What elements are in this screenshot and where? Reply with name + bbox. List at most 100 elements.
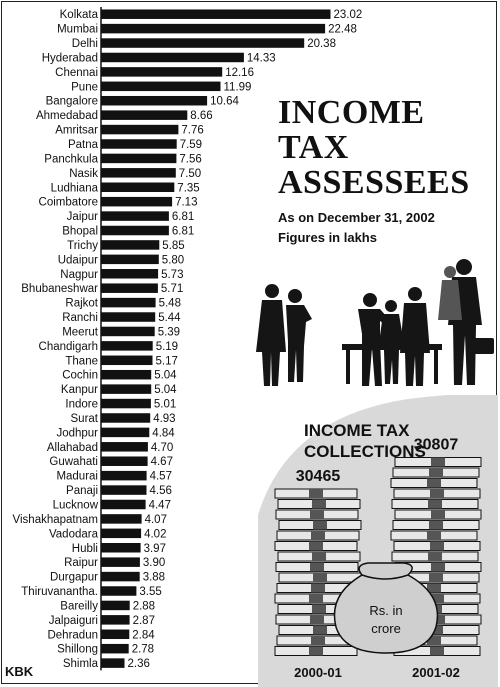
bar: [101, 413, 151, 423]
bar: [101, 297, 156, 308]
value-label: 14.33: [247, 52, 276, 64]
city-label: Bhubaneshwar: [21, 283, 98, 295]
bundle-band: [312, 499, 326, 509]
bar: [101, 384, 152, 394]
city-label: Jodhpur: [56, 427, 98, 439]
businesspeople-silhouette-illustration: [256, 259, 494, 386]
collections-panel: INCOME TAX COLLECTIONS Rs. in crore 3046…: [258, 395, 498, 687]
bundle-band: [313, 573, 327, 582]
bar: [101, 369, 152, 380]
city-label: Kolkata: [60, 9, 99, 21]
bundle-band: [430, 594, 444, 603]
bundle-band: [430, 646, 444, 656]
bar: [101, 283, 158, 293]
city-label: Raipur: [64, 557, 98, 569]
bar: [101, 153, 177, 164]
city-label: Kanpur: [61, 384, 98, 396]
bar: [101, 182, 175, 192]
city-label: Patna: [68, 139, 99, 151]
city-label: Indore: [65, 399, 98, 411]
bundle-band: [311, 636, 325, 645]
bundle-band: [309, 646, 323, 656]
value-label: 2.36: [128, 658, 150, 670]
value-label: 7.56: [179, 153, 201, 165]
value-label: 4.56: [150, 485, 172, 497]
bundle-band: [427, 583, 441, 593]
bar: [101, 485, 147, 495]
value-label: 11.99: [224, 81, 252, 93]
city-label: Bangalore: [46, 96, 98, 108]
bar: [101, 514, 142, 524]
collection-year-2000-01: 2000-01: [294, 665, 342, 680]
value-label: 22.48: [328, 24, 357, 36]
value-label: 5.17: [156, 355, 178, 367]
bundle-band: [310, 562, 324, 572]
city-label: Trichy: [67, 240, 98, 252]
bundle-band: [429, 625, 443, 635]
value-label: 7.35: [177, 182, 199, 194]
bar: [101, 52, 244, 63]
bar: [101, 269, 159, 279]
city-label: Coimbatore: [39, 197, 98, 209]
collection-value-2001-02: 30807: [414, 437, 459, 454]
value-label: 4.84: [152, 427, 175, 439]
collection-value-2000-01: 30465: [296, 468, 341, 485]
city-label: Delhi: [72, 38, 98, 50]
title-line-1: INCOME: [278, 94, 425, 131]
city-label: Nagpur: [60, 269, 98, 281]
value-label: 7.13: [175, 197, 197, 209]
bar: [101, 81, 221, 92]
bar: [101, 629, 130, 640]
city-label: Pune: [71, 81, 98, 93]
value-label: 5.04: [154, 384, 177, 396]
city-label: Jaipur: [67, 211, 98, 223]
value-label: 2.84: [132, 629, 155, 641]
value-label: 3.90: [143, 557, 165, 569]
bundle-band: [310, 615, 324, 624]
bundle-band: [428, 552, 442, 561]
bar: [101, 38, 305, 48]
value-label: 5.85: [162, 240, 184, 252]
city-label: Ahmedabad: [36, 110, 98, 122]
title-line-2: TAX: [278, 129, 349, 166]
bundle-band: [428, 499, 442, 509]
bundle-band: [310, 510, 324, 519]
value-label: 4.57: [150, 471, 172, 483]
value-label: 5.48: [159, 298, 181, 310]
bar: [101, 225, 169, 236]
city-label: Durgapur: [50, 572, 98, 584]
bar: [101, 427, 150, 438]
city-label: Shillong: [57, 644, 98, 656]
city-label: Cochin: [62, 370, 98, 382]
bar: [101, 254, 159, 265]
bar: [101, 615, 130, 625]
city-label: Ranchi: [62, 312, 98, 324]
collections-title-line-1: INCOME TAX: [304, 421, 410, 440]
bundle-band: [427, 478, 441, 488]
bar: [101, 139, 177, 149]
city-label: Lucknow: [53, 499, 99, 511]
bar: [101, 557, 140, 567]
value-label: 5.04: [154, 370, 177, 382]
city-label: Guwahati: [49, 456, 98, 468]
value-label: 7.59: [180, 139, 202, 151]
city-label: Amritsar: [55, 125, 98, 137]
banknote-stacks-illustration: [274, 457, 482, 656]
bundle-band: [429, 468, 443, 477]
value-label: 5.73: [161, 269, 183, 281]
city-label: Surat: [71, 413, 99, 425]
bar: [101, 442, 148, 452]
value-label: 20.38: [307, 38, 336, 50]
city-label: Vishakhapatnam: [13, 514, 98, 526]
bar: [101, 499, 146, 510]
city-label: Mumbai: [57, 24, 98, 36]
value-label: 6.81: [172, 211, 194, 223]
bundle-band: [431, 562, 445, 572]
bag-label-line-2: crore: [371, 621, 401, 636]
bundle-band: [430, 489, 444, 498]
bar: [101, 643, 129, 654]
value-label: 3.88: [143, 572, 165, 584]
bundle-band: [309, 594, 323, 603]
